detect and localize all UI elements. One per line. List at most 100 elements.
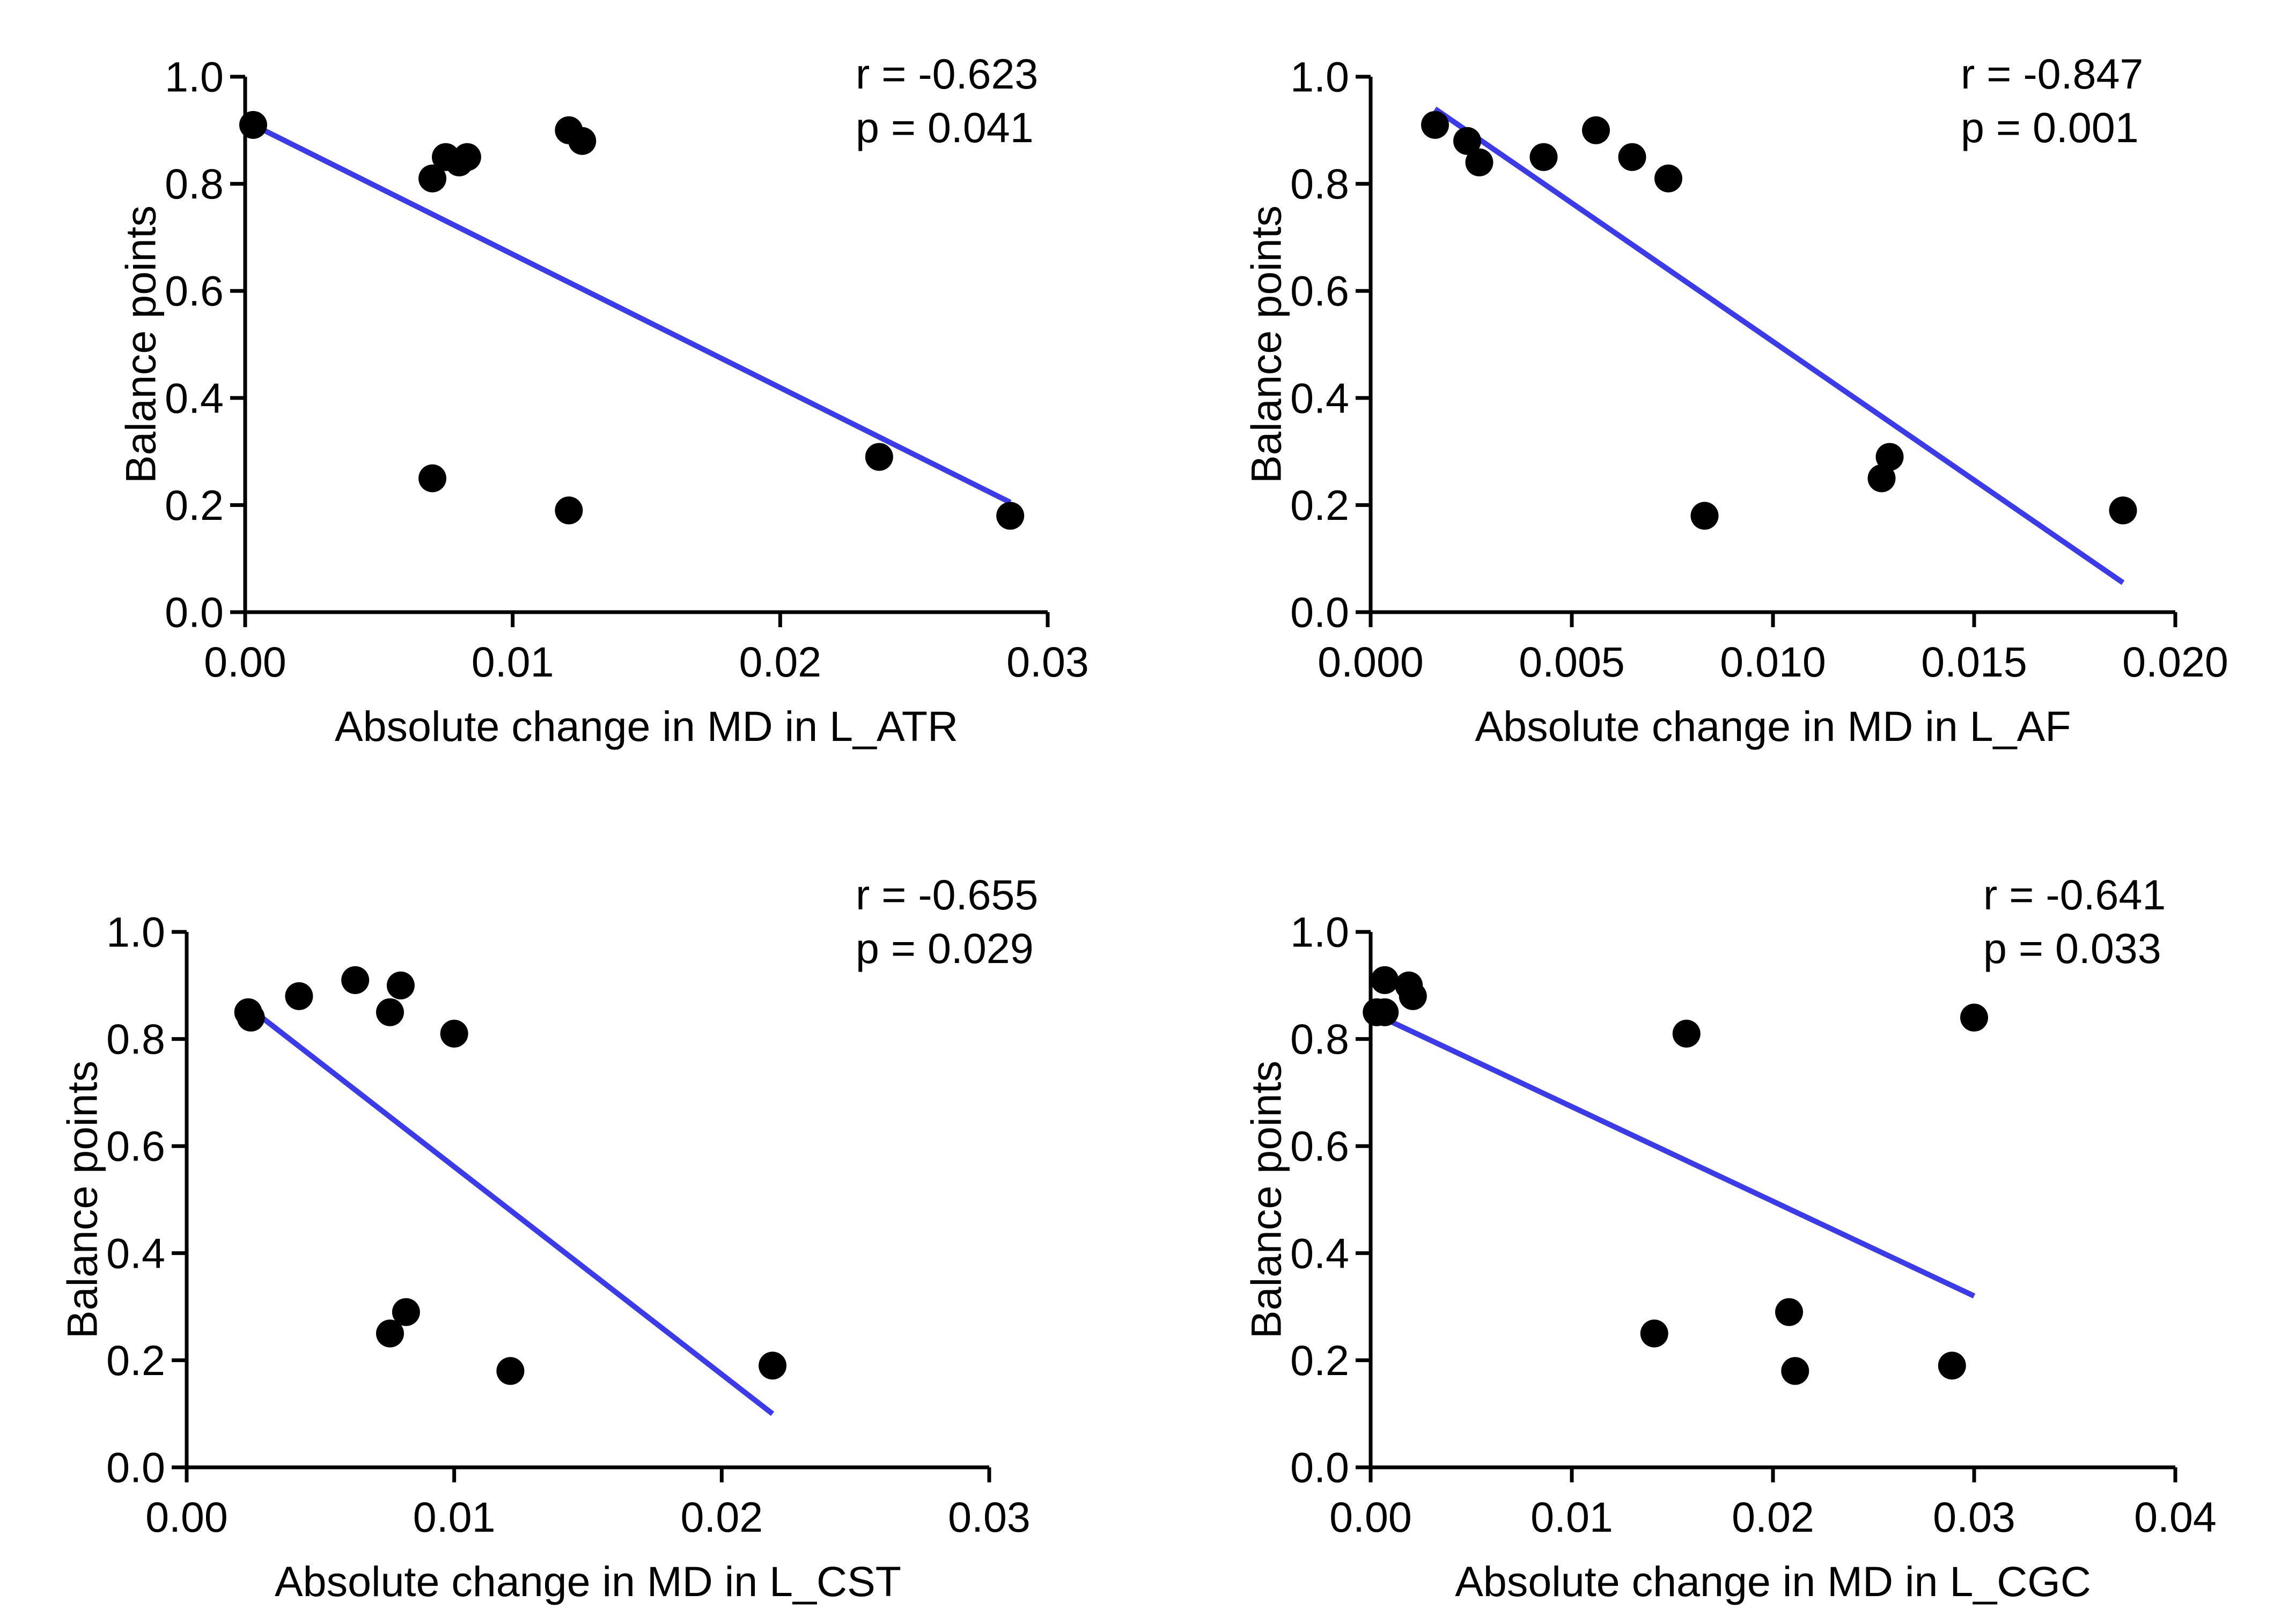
y-tick-label: 0.2: [1290, 481, 1349, 529]
x-tick-label: 0.01: [472, 638, 554, 686]
data-point: [568, 127, 597, 155]
data-point: [1781, 1357, 1809, 1385]
x-tick-label: 0.005: [1519, 638, 1625, 686]
data-point: [1960, 1003, 1988, 1032]
y-axis-label: Balance points: [1242, 205, 1290, 483]
y-tick-label: 0.8: [1290, 1015, 1349, 1063]
data-point: [386, 971, 415, 1000]
x-tick-label: 0.010: [1720, 638, 1826, 686]
data-point: [1690, 502, 1719, 530]
x-tick-label: 0.04: [2134, 1493, 2217, 1541]
data-point: [1938, 1351, 1966, 1380]
y-axis-label: Balance points: [1242, 1061, 1290, 1339]
data-point: [1867, 464, 1896, 493]
data-point: [996, 502, 1025, 530]
scatter-panel-2: 0.0 0.2 0.4 0.6 0.8 1.0 0.000 0.005 0.010 0.015 0.…: [1242, 50, 2228, 750]
correlation-r: r = -0.623: [856, 50, 1038, 98]
p-value: p = 0.001: [1961, 104, 2139, 151]
regression-line: [246, 1004, 775, 1416]
y-tick-label: 0.4: [165, 374, 224, 422]
data-point: [1371, 966, 1399, 994]
data-point: [1453, 127, 1481, 155]
regression-line: [1433, 106, 2125, 585]
x-tick-label: 0.02: [1732, 1493, 1814, 1541]
correlation-r: r = -0.655: [856, 871, 1038, 918]
x-axis-label: Absolute change in MD in L_CGC: [1455, 1557, 2091, 1605]
y-tick-label: 0.0: [165, 589, 224, 636]
y-tick-label: 0.6: [106, 1122, 165, 1170]
y-tick-label: 0.8: [165, 160, 224, 208]
x-tick-label: 0.020: [2122, 638, 2228, 686]
data-point: [1421, 111, 1449, 139]
correlation-r: r = -0.847: [1961, 50, 2143, 98]
x-tick-label: 0.02: [739, 638, 821, 686]
y-tick-label: 0.8: [1290, 160, 1349, 208]
data-point: [1529, 143, 1558, 171]
scatter-panel-4: 0.0 0.2 0.4 0.6 0.8 1.0 0.00 0.01 0.02 0.03 0.04 Ab…: [1242, 871, 2217, 1605]
data-point: [237, 1003, 265, 1032]
y-tick-label: 0.4: [1290, 374, 1349, 422]
p-value: p = 0.033: [1983, 924, 2161, 972]
x-tick-label: 0.01: [1531, 1493, 1613, 1541]
p-value: p = 0.029: [856, 924, 1034, 972]
y-tick-label: 1.0: [1290, 53, 1349, 101]
scatter-panel-3: 0.0 0.2 0.4 0.6 0.8 1.0 0.00 0.01 0.02 0.03 Absolu…: [58, 871, 1039, 1605]
data-point: [1582, 116, 1610, 144]
data-point: [392, 1298, 420, 1326]
x-axis-label: Absolute change in MD in L_CST: [275, 1557, 901, 1605]
y-axis-label: Balance points: [117, 205, 165, 483]
x-tick-label: 0.00: [204, 638, 286, 686]
data-point: [1672, 1019, 1701, 1048]
data-point: [1775, 1298, 1803, 1326]
x-tick-label: 0.00: [145, 1493, 228, 1541]
y-tick-label: 0.0: [1290, 589, 1349, 636]
data-point: [285, 982, 313, 1010]
y-tick-label: 0.6: [1290, 267, 1349, 315]
x-tick-label: 0.03: [948, 1493, 1031, 1541]
x-tick-label: 0.015: [1921, 638, 2027, 686]
y-tick-label: 1.0: [1290, 908, 1349, 956]
scatter-panel-1: 0.0 0.2 0.4 0.6 0.8 1.0 0.00 0.01 0.02 0.03 Absolu…: [117, 50, 1089, 750]
x-tick-label: 0.03: [1006, 638, 1089, 686]
y-tick-label: 0.0: [1290, 1444, 1349, 1491]
data-point: [341, 966, 370, 994]
data-point: [496, 1357, 525, 1385]
data-point: [1618, 143, 1646, 171]
x-axis-label: Absolute change in MD in L_AF: [1475, 702, 2071, 750]
y-tick-label: 0.2: [1290, 1336, 1349, 1384]
data-point: [1399, 982, 1427, 1010]
data-point: [1654, 164, 1682, 193]
data-point: [418, 164, 447, 193]
data-point: [1640, 1319, 1668, 1348]
y-tick-label: 0.0: [106, 1444, 165, 1491]
data-point: [376, 1319, 404, 1348]
data-point: [865, 443, 893, 471]
data-point: [555, 496, 583, 525]
data-point: [759, 1351, 787, 1380]
y-tick-label: 0.4: [106, 1229, 165, 1277]
data-point: [418, 464, 447, 493]
regression-line: [1375, 1012, 1976, 1299]
y-tick-label: 0.2: [165, 481, 224, 529]
y-tick-label: 0.2: [106, 1336, 165, 1384]
y-axis-label: Balance points: [58, 1061, 106, 1339]
data-point: [1875, 443, 1904, 471]
y-tick-label: 0.4: [1290, 1229, 1349, 1277]
x-axis-label: Absolute change in MD in L_ATR: [335, 702, 958, 750]
x-tick-label: 0.03: [1933, 1493, 2015, 1541]
correlation-r: r = -0.641: [1983, 871, 2166, 918]
data-point: [453, 143, 481, 171]
y-tick-label: 0.6: [1290, 1122, 1349, 1170]
p-value: p = 0.041: [856, 104, 1034, 151]
x-tick-label: 0.01: [413, 1493, 496, 1541]
data-point: [376, 998, 404, 1026]
data-point: [440, 1019, 468, 1048]
data-point: [2109, 496, 2137, 525]
regression-line: [252, 122, 1012, 505]
x-tick-label: 0.00: [1329, 1493, 1412, 1541]
y-tick-label: 1.0: [106, 908, 165, 956]
y-tick-label: 0.8: [106, 1015, 165, 1063]
data-point: [1371, 998, 1399, 1026]
y-tick-label: 1.0: [165, 53, 224, 101]
